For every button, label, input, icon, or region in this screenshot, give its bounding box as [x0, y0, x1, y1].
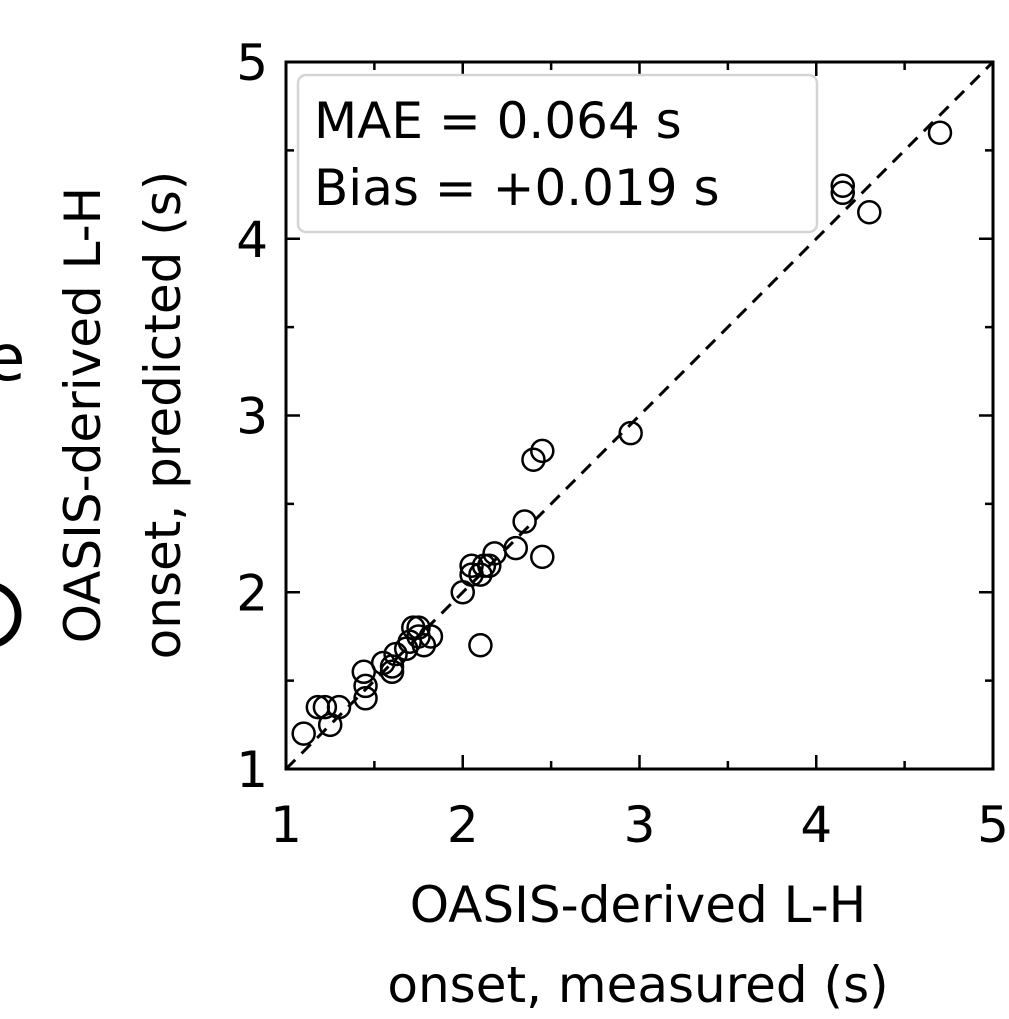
- data-point: [530, 544, 555, 570]
- x-tick-label: 3: [624, 796, 656, 854]
- x-tick-label: 5: [977, 796, 1009, 854]
- data-point: [530, 438, 555, 464]
- x-axis-label-line-2: onset, measured (s): [387, 956, 888, 1014]
- data-point: [353, 686, 378, 711]
- y-tick-label: 3: [236, 388, 268, 446]
- x-tick-label: 4: [800, 796, 832, 854]
- y-tick-label: 2: [236, 564, 268, 622]
- legend-frame: [296, 73, 819, 234]
- data-point: [618, 420, 643, 446]
- data-point: [927, 120, 953, 145]
- y-axis-label: OASIS-derived L-H onset, predicted (s): [54, 171, 192, 660]
- data-point: [411, 633, 437, 658]
- x-axis-label: OASIS-derived L-H onset, measured (s): [387, 876, 888, 1014]
- plot-frame: [284, 60, 995, 771]
- data-point: [830, 173, 856, 198]
- data-point: [477, 553, 502, 578]
- data-point: [830, 180, 856, 206]
- y-axis-label-line-2: onset, predicted (s): [134, 171, 192, 660]
- x-tick-labels: 1 2 3 4 5: [270, 796, 1009, 854]
- x-axis-label-line-1: OASIS-derived L-H: [410, 876, 867, 934]
- data-point: [353, 673, 378, 699]
- y-tick-label: 4: [236, 211, 268, 269]
- data-point: [291, 721, 316, 746]
- y-tick-label: 5: [236, 34, 268, 92]
- panel-letter: e: [0, 322, 25, 396]
- data-point: [326, 694, 352, 720]
- y-tick-labels: 1 2 3 4 5: [236, 34, 268, 799]
- data-point: [521, 447, 546, 472]
- x-tick-label: 2: [447, 796, 479, 854]
- y-tick-label: 1: [236, 741, 268, 799]
- data-point: [468, 633, 493, 658]
- data-points: [291, 120, 953, 746]
- data-point: [459, 553, 484, 578]
- data-point: [418, 624, 444, 649]
- data-point: [503, 535, 529, 561]
- stats-legend: MAE = 0.064 s Bias = +0.019 s: [296, 73, 819, 234]
- data-point: [312, 694, 338, 720]
- data-point: [512, 509, 537, 534]
- data-point: [379, 659, 405, 685]
- data-point: [857, 199, 882, 225]
- y-axis-label-line-1: OASIS-derived L-H: [54, 187, 112, 644]
- data-point: [406, 615, 431, 640]
- x-tick-label: 1: [270, 796, 302, 854]
- panel-letter-cropped: [0, 583, 22, 647]
- bias-text: Bias = +0.019 s: [314, 159, 720, 217]
- mae-text: MAE = 0.064 s: [314, 92, 682, 150]
